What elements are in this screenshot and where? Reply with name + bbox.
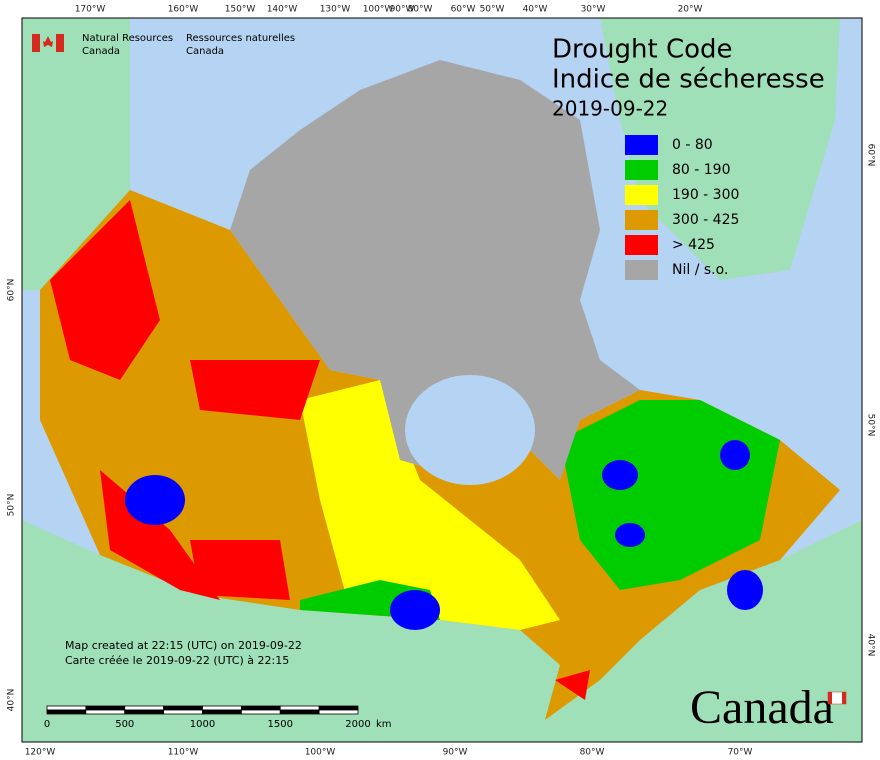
legend-label: Nil / s.o. (672, 262, 728, 278)
scale-label: 2000 (345, 719, 370, 730)
scale-segment (46, 705, 87, 711)
graticule-label: 70°W (728, 748, 753, 758)
scale-segment (85, 705, 126, 711)
title: Indice de sécheresse (552, 65, 825, 95)
note: Map created at 22:15 (UTC) on 2019-09-22 (65, 639, 302, 652)
zone-red (190, 540, 290, 600)
zone-blue (602, 460, 638, 490)
title: Drought Code (552, 35, 733, 65)
alaska (22, 18, 130, 290)
legend-swatch (625, 160, 658, 180)
zone-red (190, 360, 320, 420)
scale-segment (85, 709, 126, 715)
maple-leaf (43, 36, 53, 47)
agency-en: Canada (82, 46, 120, 57)
scale-segment (240, 705, 281, 711)
zone-blue (727, 570, 763, 610)
zone-blue (720, 440, 750, 470)
graticule-label: 90°W (443, 748, 468, 758)
scale-segment (163, 709, 203, 715)
usa (22, 520, 862, 742)
graticule-label: 40°N (866, 634, 876, 657)
date: 2019-09-22 (552, 97, 668, 121)
graticule-label: 160°W (168, 5, 199, 15)
graticule-label: 110°W (168, 748, 199, 758)
nrcan-signature: Natural Resources Canada Ressources natu… (32, 33, 295, 57)
scale-segment (124, 709, 165, 715)
scale-label: 500 (115, 719, 134, 730)
legend-swatch (625, 235, 658, 255)
canada-wordmark: Canada (690, 681, 834, 734)
greenland (600, 18, 840, 280)
wordmark-flag (842, 692, 846, 704)
zone-yellow (300, 380, 560, 630)
scale-segment (240, 709, 281, 715)
wordmark-flag (828, 692, 832, 704)
zone-blue (615, 523, 645, 547)
graticule-label: 80°W (408, 5, 433, 15)
scale-segment (202, 709, 242, 715)
zone-blue (125, 475, 185, 525)
scale-segment (279, 709, 320, 715)
scale-label: 1000 (190, 719, 215, 730)
legend-label: 300 - 425 (672, 212, 739, 228)
graticule-label: 100°W (363, 5, 394, 15)
legend-label: 190 - 300 (672, 187, 739, 203)
flag-bar (56, 34, 64, 52)
scale-segment (318, 705, 359, 711)
graticule-label: 50°N (7, 494, 17, 517)
flag-bar (32, 34, 40, 52)
zone-nil (230, 60, 640, 480)
scale-unit: km (376, 719, 392, 730)
graticule-label: 40°N (7, 689, 17, 712)
scale-label: 1500 (268, 719, 293, 730)
agency-fr: Ressources naturelles (186, 33, 295, 44)
legend-swatch (625, 135, 658, 155)
agency-fr: Canada (186, 46, 224, 57)
graticule-label: 170°W (75, 5, 106, 15)
scale-segment (46, 709, 87, 715)
legend-swatch (625, 210, 658, 230)
graticule-label: 100°W (305, 748, 336, 758)
scale-segment (318, 709, 359, 715)
graticule-label: 50°N (866, 414, 876, 437)
scale-label: 0 (44, 719, 50, 730)
zone-red (555, 670, 590, 700)
graticule-label: 60°W (451, 5, 476, 15)
legend-label: > 425 (672, 237, 715, 253)
zone-red (50, 200, 160, 380)
graticule-label: 120°W (25, 748, 56, 758)
scale-segment (202, 705, 242, 711)
graticule-label: 90°W (390, 5, 415, 15)
legend-label: 0 - 80 (672, 137, 713, 153)
zone-blue (390, 590, 440, 630)
map-frame (21, 17, 863, 743)
agency-en: Natural Resources (82, 33, 173, 44)
hudson-bay (405, 375, 535, 485)
scale-segment (163, 705, 203, 711)
wordmark: Canada (690, 681, 847, 734)
graticule-label: 60°N (7, 279, 17, 302)
graticule-label: 40°W (523, 5, 548, 15)
legend-label: 80 - 190 (672, 162, 731, 178)
legend-swatch (625, 185, 658, 205)
graticule-label: 60°N (866, 144, 876, 167)
graticule-label: 20°W (678, 5, 703, 15)
frame-border (21, 17, 863, 743)
graticule-label: 80°W (580, 748, 605, 758)
graticule-label: 140°W (267, 5, 298, 15)
graticule-label: 50°W (480, 5, 505, 15)
graticule-label: 150°W (225, 5, 256, 15)
legend-swatch (625, 260, 658, 280)
scale-segment (279, 705, 320, 711)
note: Carte créée le 2019-09-22 (UTC) à 22:15 (65, 654, 289, 667)
graticule-label: 130°W (320, 5, 351, 15)
graticule-label: 30°W (581, 5, 606, 15)
scale-segment (124, 705, 165, 711)
